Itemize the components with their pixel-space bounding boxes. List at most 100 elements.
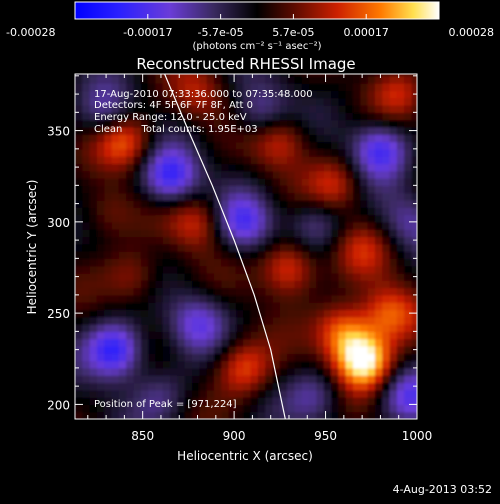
- heatmap-cell: [323, 353, 332, 362]
- heatmap-cell: [104, 185, 113, 194]
- heatmap-cell: [367, 258, 376, 267]
- heatmap-cell: [89, 163, 98, 172]
- heatmap-cell: [126, 272, 135, 281]
- heatmap-cell: [206, 338, 215, 347]
- heatmap-cell: [352, 404, 361, 413]
- heatmap-cell: [250, 397, 259, 405]
- heatmap-cell: [352, 141, 361, 150]
- heatmap-cell: [206, 302, 215, 311]
- heatmap-cell: [148, 119, 157, 128]
- heatmap-cell: [155, 338, 164, 347]
- heatmap-cell: [360, 258, 369, 267]
- heatmap-cell: [104, 207, 113, 216]
- heatmap-cell: [382, 112, 391, 121]
- heatmap-cell: [199, 192, 208, 201]
- heatmap-cell: [411, 316, 417, 325]
- heatmap-cell: [192, 389, 200, 398]
- heatmap-cell: [352, 360, 361, 369]
- heatmap-cell: [206, 367, 215, 376]
- heatmap-cell: [228, 375, 237, 384]
- heatmap-cell: [360, 207, 369, 216]
- colorbar-ticks: -0.00028 -0.00017 -5.7e-05 5.7e-05 0.00017 0.…: [6, 14, 494, 39]
- heatmap-cell: [206, 236, 215, 245]
- heatmap-cell: [170, 97, 179, 106]
- heatmap-cell: [294, 75, 303, 84]
- heatmap-cell: [82, 236, 91, 245]
- heatmap-cell: [338, 404, 347, 413]
- heatmap-cell: [118, 375, 127, 384]
- heatmap-cell: [301, 272, 310, 281]
- heatmap-cell: [192, 397, 200, 405]
- heatmap-cell: [272, 134, 281, 143]
- heatmap-cell: [323, 251, 332, 259]
- heatmap-cell: [287, 178, 296, 186]
- heatmap-cell: [89, 97, 98, 106]
- heatmap-cell: [309, 134, 318, 143]
- heatmap-cell: [96, 294, 105, 303]
- heatmap-cell: [367, 221, 376, 230]
- heatmap-cell: [206, 105, 215, 113]
- heatmap-cell: [104, 280, 113, 289]
- heatmap-cell: [118, 280, 127, 289]
- heatmap-cell: [96, 185, 105, 194]
- heatmap-cell: [126, 148, 135, 157]
- heatmap-cell: [323, 192, 332, 201]
- heatmap-cell: [243, 185, 252, 194]
- heatmap-cell: [411, 75, 417, 84]
- heatmap-cell: [250, 74, 259, 77]
- heatmap-cell: [250, 294, 259, 303]
- heatmap-cell: [162, 331, 171, 340]
- heatmap-cell: [257, 207, 266, 216]
- heatmap-cell: [155, 185, 164, 194]
- heatmap-cell: [272, 316, 281, 325]
- heatmap-cell: [374, 126, 383, 135]
- heatmap-cell: [104, 397, 113, 405]
- heatmap-cell: [206, 309, 215, 318]
- heatmap-cell: [301, 97, 310, 106]
- heatmap-cell: [235, 221, 244, 230]
- heatmap-cell: [331, 404, 339, 413]
- heatmap-cell: [382, 199, 391, 208]
- heatmap-cell: [221, 141, 230, 150]
- heatmap-cell: [192, 309, 200, 318]
- y-axis-label: Heliocentric Y (arcsec): [25, 180, 39, 315]
- heatmap-cell: [104, 345, 113, 354]
- heatmap-cell: [265, 178, 274, 186]
- heatmap-cell: [316, 331, 325, 340]
- heatmap-cell: [126, 207, 135, 216]
- heatmap-cell: [89, 236, 98, 245]
- heatmap-cell: [367, 97, 376, 106]
- heatmap-cell: [316, 294, 325, 303]
- heatmap-cell: [352, 75, 361, 84]
- heatmap-cell: [404, 302, 413, 311]
- heatmap-cell: [316, 287, 325, 296]
- heatmap-cell: [104, 75, 113, 84]
- heatmap-cell: [338, 309, 347, 318]
- heatmap-cell: [221, 367, 230, 376]
- heatmap-cell: [228, 229, 237, 238]
- heatmap-cell: [228, 148, 237, 157]
- heatmap-cell: [323, 404, 332, 413]
- heatmap-cell: [309, 178, 318, 186]
- heatmap-cell: [126, 74, 135, 77]
- heatmap-cell: [118, 75, 127, 84]
- heatmap-cell: [184, 389, 193, 398]
- heatmap-cell: [389, 148, 398, 157]
- heatmap-cell: [279, 397, 288, 405]
- heatmap-cell: [75, 229, 83, 238]
- heatmap-cell: [104, 178, 113, 186]
- heatmap-cell: [338, 324, 347, 332]
- heatmap-cell: [221, 302, 230, 311]
- heatmap-cell: [323, 119, 332, 128]
- heatmap-cell: [199, 90, 208, 99]
- heatmap-cell: [243, 411, 252, 419]
- heatmap-cell: [331, 83, 339, 92]
- heatmap-cell: [287, 316, 296, 325]
- heatmap-cell: [133, 112, 142, 121]
- heatmap-cell: [294, 134, 303, 143]
- heatmap-cell: [155, 141, 164, 150]
- heatmap-cell: [309, 302, 318, 311]
- heatmap-cell: [250, 163, 259, 172]
- heatmap-cell: [206, 90, 215, 99]
- heatmap-cell: [294, 272, 303, 281]
